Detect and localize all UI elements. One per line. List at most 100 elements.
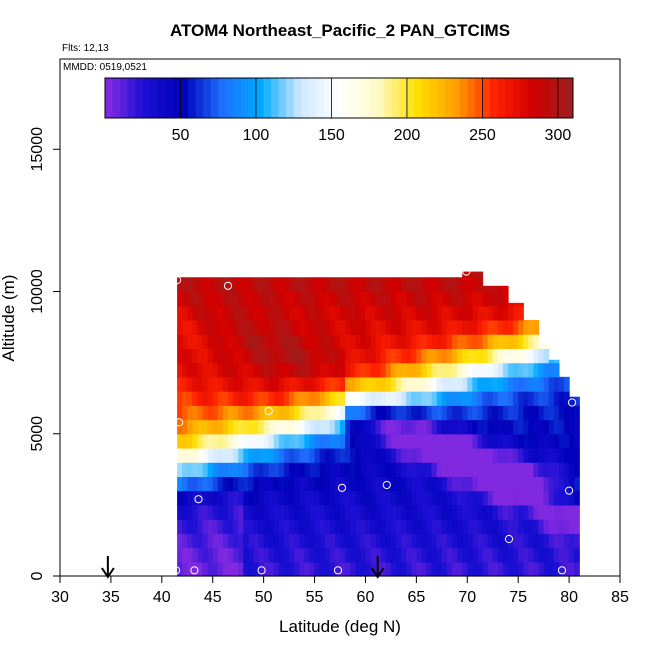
heatmap-cell bbox=[528, 348, 535, 364]
heatmap-cell bbox=[467, 490, 473, 506]
heatmap-cell bbox=[248, 561, 255, 577]
heatmap-cell bbox=[411, 362, 417, 378]
heatmap-cell bbox=[370, 490, 377, 506]
heatmap-cell bbox=[472, 271, 479, 278]
heatmap-cell bbox=[416, 547, 423, 563]
heatmap-cell bbox=[329, 391, 336, 406]
heatmap-cell bbox=[518, 376, 524, 392]
heatmap-cell bbox=[243, 519, 249, 534]
heatmap-cell bbox=[207, 561, 214, 577]
heatmap-cell bbox=[222, 376, 229, 392]
heatmap-cell bbox=[462, 348, 468, 364]
heatmap-cell bbox=[182, 334, 188, 349]
heatmap-cell bbox=[401, 405, 407, 421]
heatmap-cell bbox=[396, 490, 402, 506]
heatmap-cell bbox=[299, 405, 305, 421]
heatmap-cell bbox=[360, 348, 367, 364]
heatmap-cell bbox=[248, 433, 255, 449]
heatmap-cell bbox=[497, 504, 504, 520]
heatmap-cell bbox=[396, 533, 402, 549]
heatmap-cell bbox=[477, 561, 484, 577]
heatmap-cell bbox=[467, 348, 473, 364]
heatmap-cell bbox=[472, 561, 479, 577]
heatmap-cell bbox=[497, 490, 504, 506]
heatmap-cell bbox=[192, 334, 199, 349]
heatmap-cell bbox=[492, 362, 499, 378]
heatmap-cell bbox=[370, 547, 377, 563]
heatmap-cell bbox=[538, 405, 545, 421]
heatmap-cell bbox=[380, 504, 387, 520]
heatmap-cell bbox=[187, 319, 193, 335]
heatmap-cell bbox=[523, 476, 529, 492]
heatmap-cell bbox=[177, 362, 183, 378]
heatmap-cell bbox=[401, 490, 407, 506]
heatmap-cell bbox=[284, 490, 290, 506]
heatmap-cell bbox=[462, 319, 468, 335]
heatmap-cell bbox=[268, 362, 275, 378]
x-tick-label: 60 bbox=[357, 589, 375, 606]
heatmap-cell bbox=[375, 447, 382, 463]
heatmap-cell bbox=[452, 419, 458, 435]
heatmap-cell bbox=[472, 504, 479, 520]
heatmap-cell bbox=[441, 547, 448, 563]
heatmap-cell bbox=[390, 348, 397, 364]
heatmap-cell bbox=[309, 519, 316, 534]
heatmap-cell bbox=[177, 334, 183, 349]
heatmap-cell bbox=[314, 433, 321, 449]
heatmap-cell bbox=[375, 504, 382, 520]
heatmap-cell bbox=[192, 319, 199, 335]
heatmap-cell bbox=[564, 476, 570, 492]
heatmap-cell bbox=[543, 447, 550, 463]
heatmap-cell bbox=[421, 305, 428, 321]
heatmap-cell bbox=[406, 319, 412, 335]
heatmap-cell bbox=[543, 362, 550, 378]
heatmap-cell bbox=[502, 405, 509, 421]
heatmap-cell bbox=[467, 419, 473, 435]
heatmap-cell bbox=[436, 561, 443, 577]
heatmap-cell bbox=[319, 334, 326, 349]
heatmap-cell bbox=[477, 447, 484, 463]
heatmap-cell bbox=[228, 561, 234, 577]
heatmap-cell bbox=[360, 334, 367, 349]
heatmap-cell bbox=[523, 419, 529, 435]
heatmap-cell bbox=[390, 391, 397, 406]
y-tick-label: 15000 bbox=[29, 127, 46, 172]
sample-point bbox=[504, 534, 514, 544]
heatmap-cell bbox=[263, 348, 270, 364]
heatmap-cell bbox=[467, 462, 473, 478]
sample-point bbox=[194, 495, 203, 504]
heatmap-cell bbox=[228, 405, 234, 421]
heatmap-cell bbox=[436, 319, 443, 335]
heatmap-cell bbox=[401, 547, 407, 563]
heatmap-cell bbox=[222, 533, 229, 549]
heatmap-cell bbox=[294, 305, 300, 321]
heatmap-cell bbox=[553, 490, 560, 506]
heatmap-cell bbox=[243, 447, 249, 463]
heatmap-cell bbox=[431, 348, 438, 364]
heatmap-cell bbox=[452, 405, 458, 421]
heatmap-cell bbox=[334, 405, 341, 421]
heatmap-cell bbox=[574, 447, 580, 463]
heatmap-cell bbox=[319, 447, 326, 463]
heatmap-cell bbox=[421, 362, 428, 378]
heatmap-cell bbox=[482, 433, 489, 449]
heatmap-cell bbox=[502, 362, 509, 378]
heatmap-cell bbox=[197, 504, 204, 520]
heatmap-cell bbox=[314, 291, 321, 307]
heatmap-cell bbox=[355, 277, 361, 293]
heatmap-cell bbox=[574, 547, 580, 563]
heatmap-cell bbox=[502, 547, 509, 563]
heatmap-cell bbox=[182, 277, 188, 293]
heatmap-cell bbox=[263, 305, 270, 321]
heatmap-cell bbox=[233, 476, 239, 492]
heatmap-cell bbox=[457, 305, 463, 321]
heatmap-cell bbox=[207, 433, 214, 449]
heatmap-cell bbox=[334, 547, 341, 563]
heatmap-cell bbox=[273, 433, 280, 449]
heatmap-cell bbox=[401, 433, 407, 449]
heatmap-cell bbox=[182, 561, 188, 577]
heatmap-cell bbox=[212, 504, 219, 520]
heatmap-cell bbox=[416, 291, 423, 307]
heatmap-cell bbox=[446, 334, 453, 349]
heatmap-cell bbox=[396, 419, 402, 435]
